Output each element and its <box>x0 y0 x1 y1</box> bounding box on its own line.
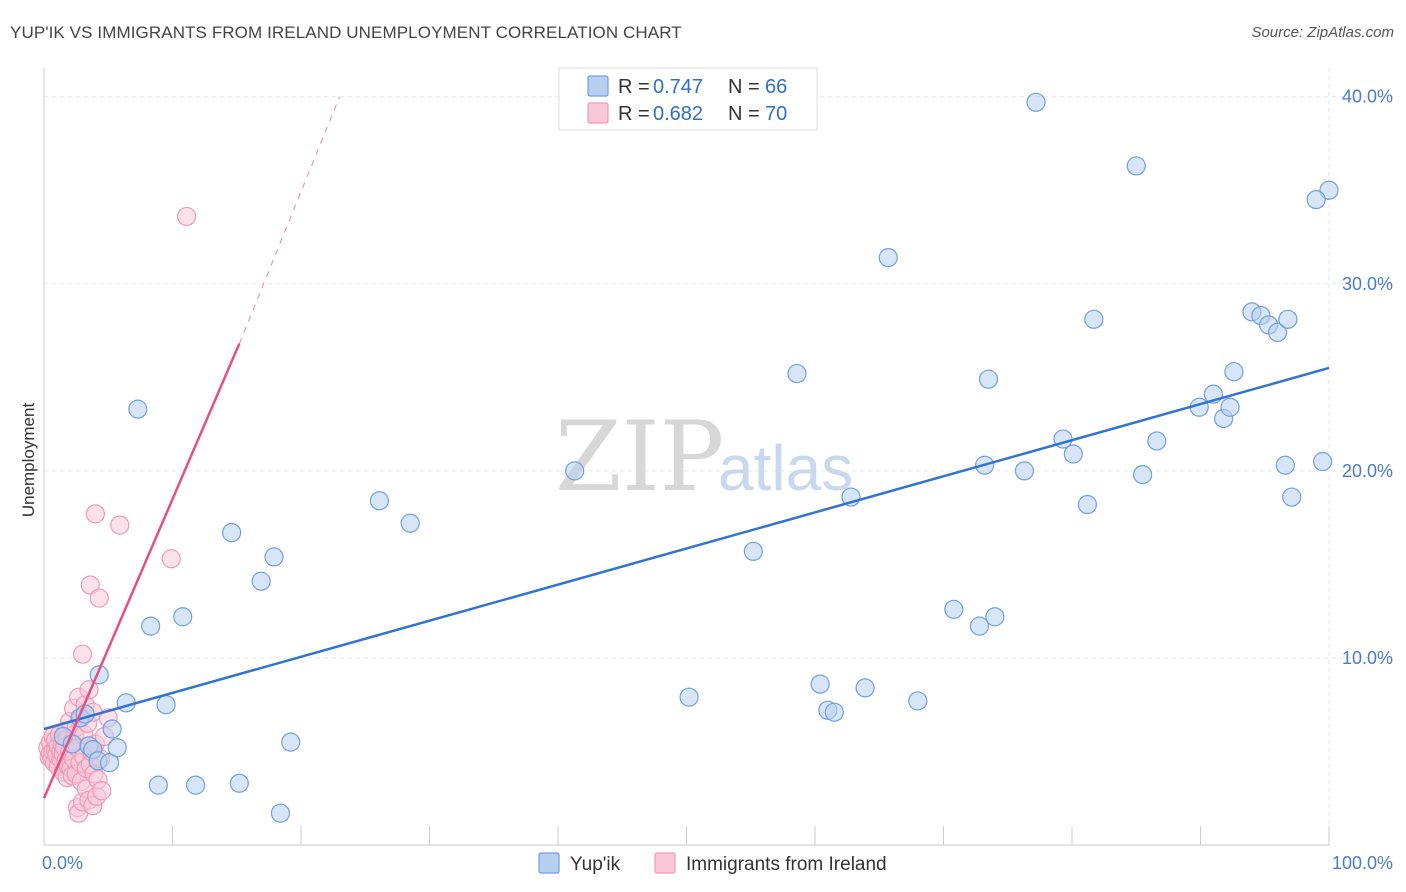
point-s0-46 <box>1077 494 1098 515</box>
point-s0-50 <box>1147 431 1167 451</box>
series-legend: Yup'ik Immigrants from Ireland <box>538 852 887 875</box>
point-s0-63 <box>1312 451 1333 472</box>
y-tick-label-3: 40.0% <box>1342 87 1393 107</box>
legend-r-label-ireland: R = <box>618 103 650 125</box>
point-s0-17 <box>186 775 206 795</box>
bottom-legend-label-ireland: Immigrants from Ireland <box>686 854 887 875</box>
point-s0-19 <box>229 773 249 793</box>
point-s0-21 <box>264 547 284 567</box>
legend-swatch-yupik <box>587 75 609 97</box>
point-s0-8 <box>99 753 120 773</box>
trendline-extension-s1 <box>238 96 341 344</box>
point-s0-9 <box>102 719 122 739</box>
chart-source: Source: ZipAtlas.com <box>1251 24 1394 41</box>
legend-r-value-yupik: 0.747 <box>653 76 703 98</box>
correlation-legend: R = 0.747 N = 66 R = 0.682 N = 70 <box>558 67 818 131</box>
trendlines <box>42 96 1330 799</box>
point-s0-22 <box>270 803 291 823</box>
point-s0-30 <box>810 674 830 694</box>
axes <box>43 68 1330 846</box>
trendline-s0 <box>43 366 1330 731</box>
point-s0-64 <box>1319 180 1339 200</box>
point-s0-29 <box>787 363 807 384</box>
point-s0-55 <box>1224 362 1244 382</box>
point-s1-67 <box>110 515 130 535</box>
point-s0-37 <box>944 599 964 619</box>
chart-title: YUP'IK VS IMMIGRANTS FROM IRELAND UNEMPL… <box>10 23 682 42</box>
series-points <box>38 92 1339 823</box>
point-s0-32 <box>824 702 844 722</box>
watermark-zip: ZIP <box>555 401 724 513</box>
bottom-legend-swatch-ireland <box>654 852 676 874</box>
point-s0-28 <box>743 541 763 561</box>
legend-n-value-yupik: 66 <box>765 76 787 98</box>
point-s0-24 <box>369 491 389 511</box>
point-s0-62 <box>1282 487 1302 507</box>
point-s0-34 <box>855 678 875 698</box>
point-s1-68 <box>161 549 181 569</box>
point-s0-60 <box>1275 455 1295 475</box>
point-s0-54 <box>1220 397 1240 417</box>
point-s0-42 <box>1014 461 1035 481</box>
bottom-legend-label-yupik: Yup'ik <box>570 854 621 875</box>
point-s0-38 <box>969 616 990 636</box>
watermark: ZIP atlas <box>555 401 853 513</box>
point-s0-49 <box>1133 464 1153 485</box>
legend-n-label-yupik: N = <box>728 76 760 98</box>
point-s0-23 <box>281 732 301 752</box>
point-s0-11 <box>116 693 136 713</box>
legend-n-value-ireland: 70 <box>765 103 787 125</box>
x-tick-label-max: 100.0% <box>1332 853 1393 873</box>
point-s0-40 <box>978 369 999 389</box>
y-tick-label-1: 20.0% <box>1342 461 1393 481</box>
series-0-points <box>53 92 1339 823</box>
point-s0-13 <box>141 616 161 636</box>
point-s0-36 <box>908 691 928 711</box>
point-s0-45 <box>1063 444 1083 464</box>
trendline-s1 <box>42 343 241 799</box>
point-s0-15 <box>156 695 176 715</box>
point-s0-48 <box>1126 156 1146 176</box>
tick-labels: 10.0% 20.0% 30.0% 40.0% 0.0% 100.0% <box>42 87 1393 873</box>
bottom-legend-swatch-yupik <box>538 852 560 874</box>
point-s0-25 <box>400 513 420 533</box>
gridlines <box>44 68 1392 845</box>
point-s0-20 <box>251 571 271 591</box>
point-s1-42 <box>72 644 93 664</box>
point-s0-47 <box>1084 309 1104 329</box>
point-s1-59 <box>85 504 106 524</box>
point-s0-18 <box>222 522 242 543</box>
point-s0-10 <box>107 738 127 758</box>
point-s0-16 <box>173 607 193 627</box>
point-s0-35 <box>878 247 898 268</box>
legend-swatch-ireland <box>587 102 609 124</box>
point-s1-69 <box>177 206 197 227</box>
point-s0-14 <box>148 775 168 795</box>
point-s1-64 <box>92 781 112 801</box>
point-s0-41 <box>985 607 1005 627</box>
point-s1-62 <box>89 588 109 608</box>
point-s0-43 <box>1026 92 1046 112</box>
watermark-atlas: atlas <box>718 432 853 504</box>
point-s0-59 <box>1267 322 1288 343</box>
y-tick-label-0: 10.0% <box>1342 648 1393 668</box>
legend-n-label-ireland: N = <box>728 103 760 125</box>
point-s0-26 <box>565 461 585 481</box>
legend-r-value-ireland: 0.682 <box>653 103 703 125</box>
point-s0-65 <box>1306 189 1326 210</box>
x-tick-label-min: 0.0% <box>42 853 83 873</box>
legend-r-label-yupik: R = <box>618 76 650 98</box>
point-s1-52 <box>80 575 100 595</box>
point-s0-12 <box>128 399 148 419</box>
point-s0-27 <box>679 687 699 707</box>
point-s0-61 <box>1278 309 1298 329</box>
y-tick-label-2: 30.0% <box>1342 274 1393 294</box>
